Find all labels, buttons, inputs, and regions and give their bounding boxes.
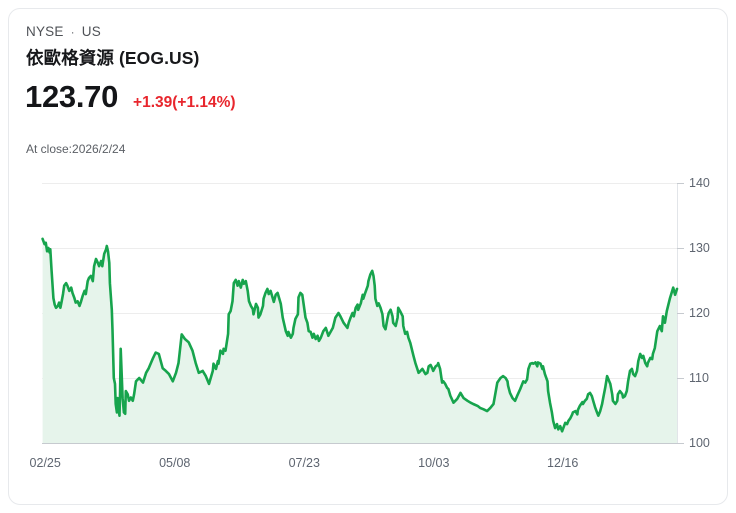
x-axis-tick-label: 12/16 <box>547 456 579 470</box>
exchange-label: NYSE <box>26 24 64 39</box>
price-row: 123.70 +1.39(+1.14%) <box>25 79 236 115</box>
x-axis-tick-label: 02/25 <box>29 456 61 470</box>
y-axis-tick-label: 130 <box>689 241 710 255</box>
y-axis-tick-label: 100 <box>689 436 710 450</box>
x-axis-tick-label: 10/03 <box>418 456 450 470</box>
y-axis-tick-label: 140 <box>689 176 710 190</box>
y-axis-tick-label: 120 <box>689 306 710 320</box>
price-change: +1.39(+1.14%) <box>133 94 236 111</box>
stock-title: 依歐格資源 (EOG.US) <box>26 48 200 68</box>
chart-area: 140 130 120 110 100 02/25 05/08 07/23 10/03 12/16 <box>30 176 710 483</box>
stock-quote-card: NYSE · US 依歐格資源 (EOG.US) 123.70 +1.39(+1… <box>8 8 728 505</box>
separator-dot: · <box>70 24 75 39</box>
x-axis-tick-label: 07/23 <box>288 456 320 470</box>
last-price: 123.70 <box>25 79 119 114</box>
region-label: US <box>81 24 101 39</box>
price-line <box>41 237 679 433</box>
price-area-fill <box>42 238 678 443</box>
x-axis-tick-label: 05/08 <box>159 456 191 470</box>
y-axis-tick-label: 110 <box>689 371 709 385</box>
exchange-row: NYSE · US <box>26 24 101 39</box>
price-chart-svg <box>41 183 684 444</box>
as-of-timestamp: At close:2026/2/24 <box>26 142 126 156</box>
